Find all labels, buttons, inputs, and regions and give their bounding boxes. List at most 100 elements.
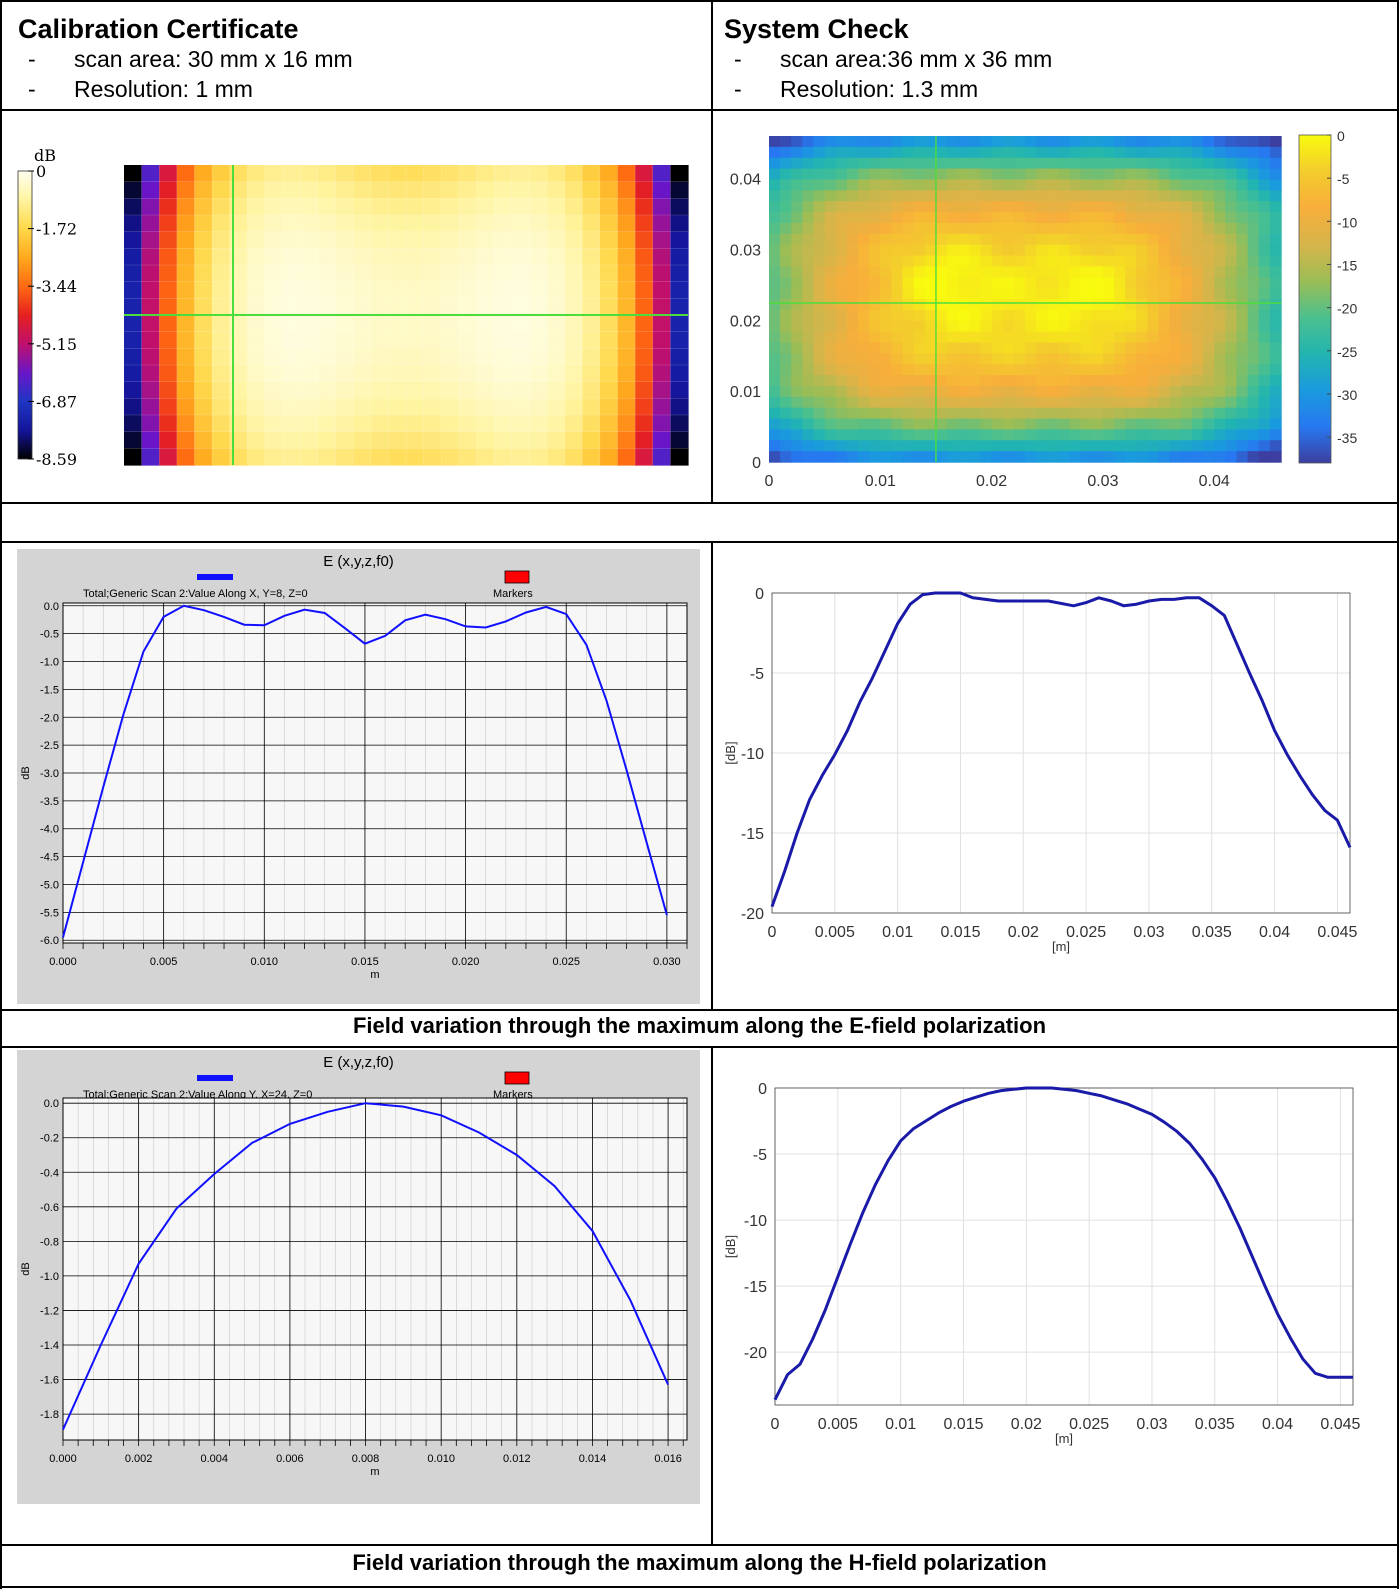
heatmap-cell bbox=[141, 298, 160, 316]
heatmap-cell bbox=[564, 281, 583, 299]
heatmap-cell bbox=[1191, 320, 1204, 333]
heatmap-cell bbox=[780, 353, 792, 365]
heatmap-cell bbox=[1013, 353, 1026, 365]
x-tick-label: 0.030 bbox=[653, 956, 681, 968]
x-tick-label: 0.03 bbox=[1133, 924, 1164, 941]
heatmap-cell bbox=[1169, 418, 1182, 431]
heatmap-cell bbox=[476, 181, 495, 199]
heatmap-cell bbox=[935, 146, 948, 159]
heatmap-cell bbox=[980, 233, 993, 246]
heatmap-cell bbox=[1102, 331, 1115, 344]
heatmap-cell bbox=[1025, 407, 1037, 420]
heatmap-cell bbox=[124, 165, 143, 183]
plot-title: E (x,y,z,f0) bbox=[323, 553, 394, 570]
heatmap-cell bbox=[980, 407, 993, 420]
heatmap-cell bbox=[1258, 407, 1271, 420]
heatmap-cell bbox=[370, 165, 389, 183]
heatmap-cell bbox=[1136, 440, 1149, 452]
heatmap-cell bbox=[1169, 233, 1182, 246]
heatmap-cell bbox=[652, 165, 671, 183]
heatmap-cell bbox=[1047, 299, 1060, 311]
heatmap-cell bbox=[891, 190, 904, 202]
heatmap-cell bbox=[317, 165, 337, 183]
heatmap-cell bbox=[924, 440, 937, 452]
heatmap-cell bbox=[353, 265, 372, 283]
heatmap-cell bbox=[599, 348, 619, 366]
heatmap-cell bbox=[159, 431, 178, 449]
heatmap-cell bbox=[835, 375, 848, 387]
heatmap-cell bbox=[194, 231, 213, 249]
heatmap-cell bbox=[902, 375, 915, 387]
heatmap-cell bbox=[370, 381, 389, 399]
heatmap-cell bbox=[1180, 331, 1193, 344]
heatmap-cell bbox=[547, 248, 566, 266]
y-tick-label: 0.02 bbox=[730, 313, 761, 330]
heatmap-cell bbox=[858, 233, 870, 246]
heatmap-cell bbox=[924, 212, 937, 224]
heatmap-cell bbox=[1236, 168, 1249, 181]
heatmap-cell bbox=[1225, 299, 1238, 311]
heatmap-cell bbox=[141, 215, 160, 233]
heatmap-cell bbox=[780, 212, 792, 224]
heatmap-cell bbox=[969, 136, 982, 148]
heatmap-cell bbox=[229, 215, 248, 233]
heatmap-cell bbox=[1258, 309, 1271, 322]
heatmap-cell bbox=[335, 331, 354, 349]
heatmap-cell bbox=[813, 136, 826, 148]
heatmap-cell bbox=[1125, 146, 1138, 159]
heatmap-cell bbox=[980, 396, 993, 409]
heatmap-cell bbox=[1214, 277, 1227, 289]
heatmap-cell bbox=[317, 415, 337, 433]
heatmap-cell bbox=[880, 201, 893, 213]
heatmap-cell bbox=[1102, 407, 1115, 420]
heatmap-cell bbox=[1036, 451, 1048, 463]
legend-label: Total;Generic Scan 2:Value Along X, Y=8,… bbox=[83, 588, 308, 600]
heatmap-cell bbox=[1080, 157, 1093, 170]
heatmap-cell bbox=[1214, 418, 1227, 431]
heatmap-cell bbox=[1114, 375, 1126, 387]
heatmap-cell bbox=[1036, 266, 1048, 278]
heatmap-cell bbox=[1236, 342, 1249, 355]
heatmap-cell bbox=[1191, 440, 1204, 452]
heatmap-cell bbox=[458, 265, 478, 283]
heatmap-cell bbox=[1225, 157, 1238, 170]
heatmap-cell bbox=[958, 418, 971, 431]
heatmap-cell bbox=[1125, 157, 1138, 170]
heatmap-cell bbox=[902, 320, 915, 333]
heatmap-cell bbox=[1047, 320, 1060, 333]
heatmap-cell bbox=[1047, 331, 1060, 344]
heatmap-cell bbox=[599, 181, 619, 199]
heatmap-cell bbox=[846, 190, 859, 202]
heatmap-cell bbox=[194, 365, 213, 383]
heatmap-cell bbox=[869, 309, 882, 322]
y-tick-label: 0 bbox=[758, 1081, 767, 1098]
heatmap-cell bbox=[494, 398, 513, 416]
heatmap-cell bbox=[1091, 179, 1104, 192]
heatmap-cell bbox=[1269, 309, 1282, 322]
heatmap-cell bbox=[1169, 299, 1182, 311]
heatmap-cell bbox=[441, 348, 460, 366]
heatmap-cell bbox=[124, 198, 143, 216]
heatmap-cell bbox=[1247, 353, 1260, 365]
heatmap-cell bbox=[494, 448, 513, 466]
heatmap-cell bbox=[1002, 222, 1015, 235]
heatmap-cell bbox=[980, 190, 993, 202]
heatmap-cell bbox=[564, 181, 583, 199]
heatmap-cell bbox=[1025, 396, 1037, 409]
heatmap-cell bbox=[858, 179, 870, 192]
heatmap-cell bbox=[991, 429, 1004, 441]
heatmap-cell bbox=[212, 215, 231, 233]
plot-area bbox=[775, 1088, 1353, 1405]
heatmap-cell bbox=[1169, 385, 1182, 398]
y-tick-label: -0.2 bbox=[40, 1133, 59, 1145]
heatmap-cell bbox=[835, 255, 848, 268]
heatmap-cell bbox=[511, 365, 530, 383]
y-tick-label: -3.5 bbox=[40, 796, 59, 808]
heatmap-cell bbox=[1036, 353, 1048, 365]
heatmap-cell bbox=[1036, 288, 1048, 300]
heatmap-cell bbox=[1214, 255, 1227, 268]
heatmap-cell bbox=[652, 365, 671, 383]
heatmap-cell bbox=[902, 179, 915, 192]
heatmap-cell bbox=[902, 244, 915, 257]
heatmap-cell bbox=[1180, 201, 1193, 213]
